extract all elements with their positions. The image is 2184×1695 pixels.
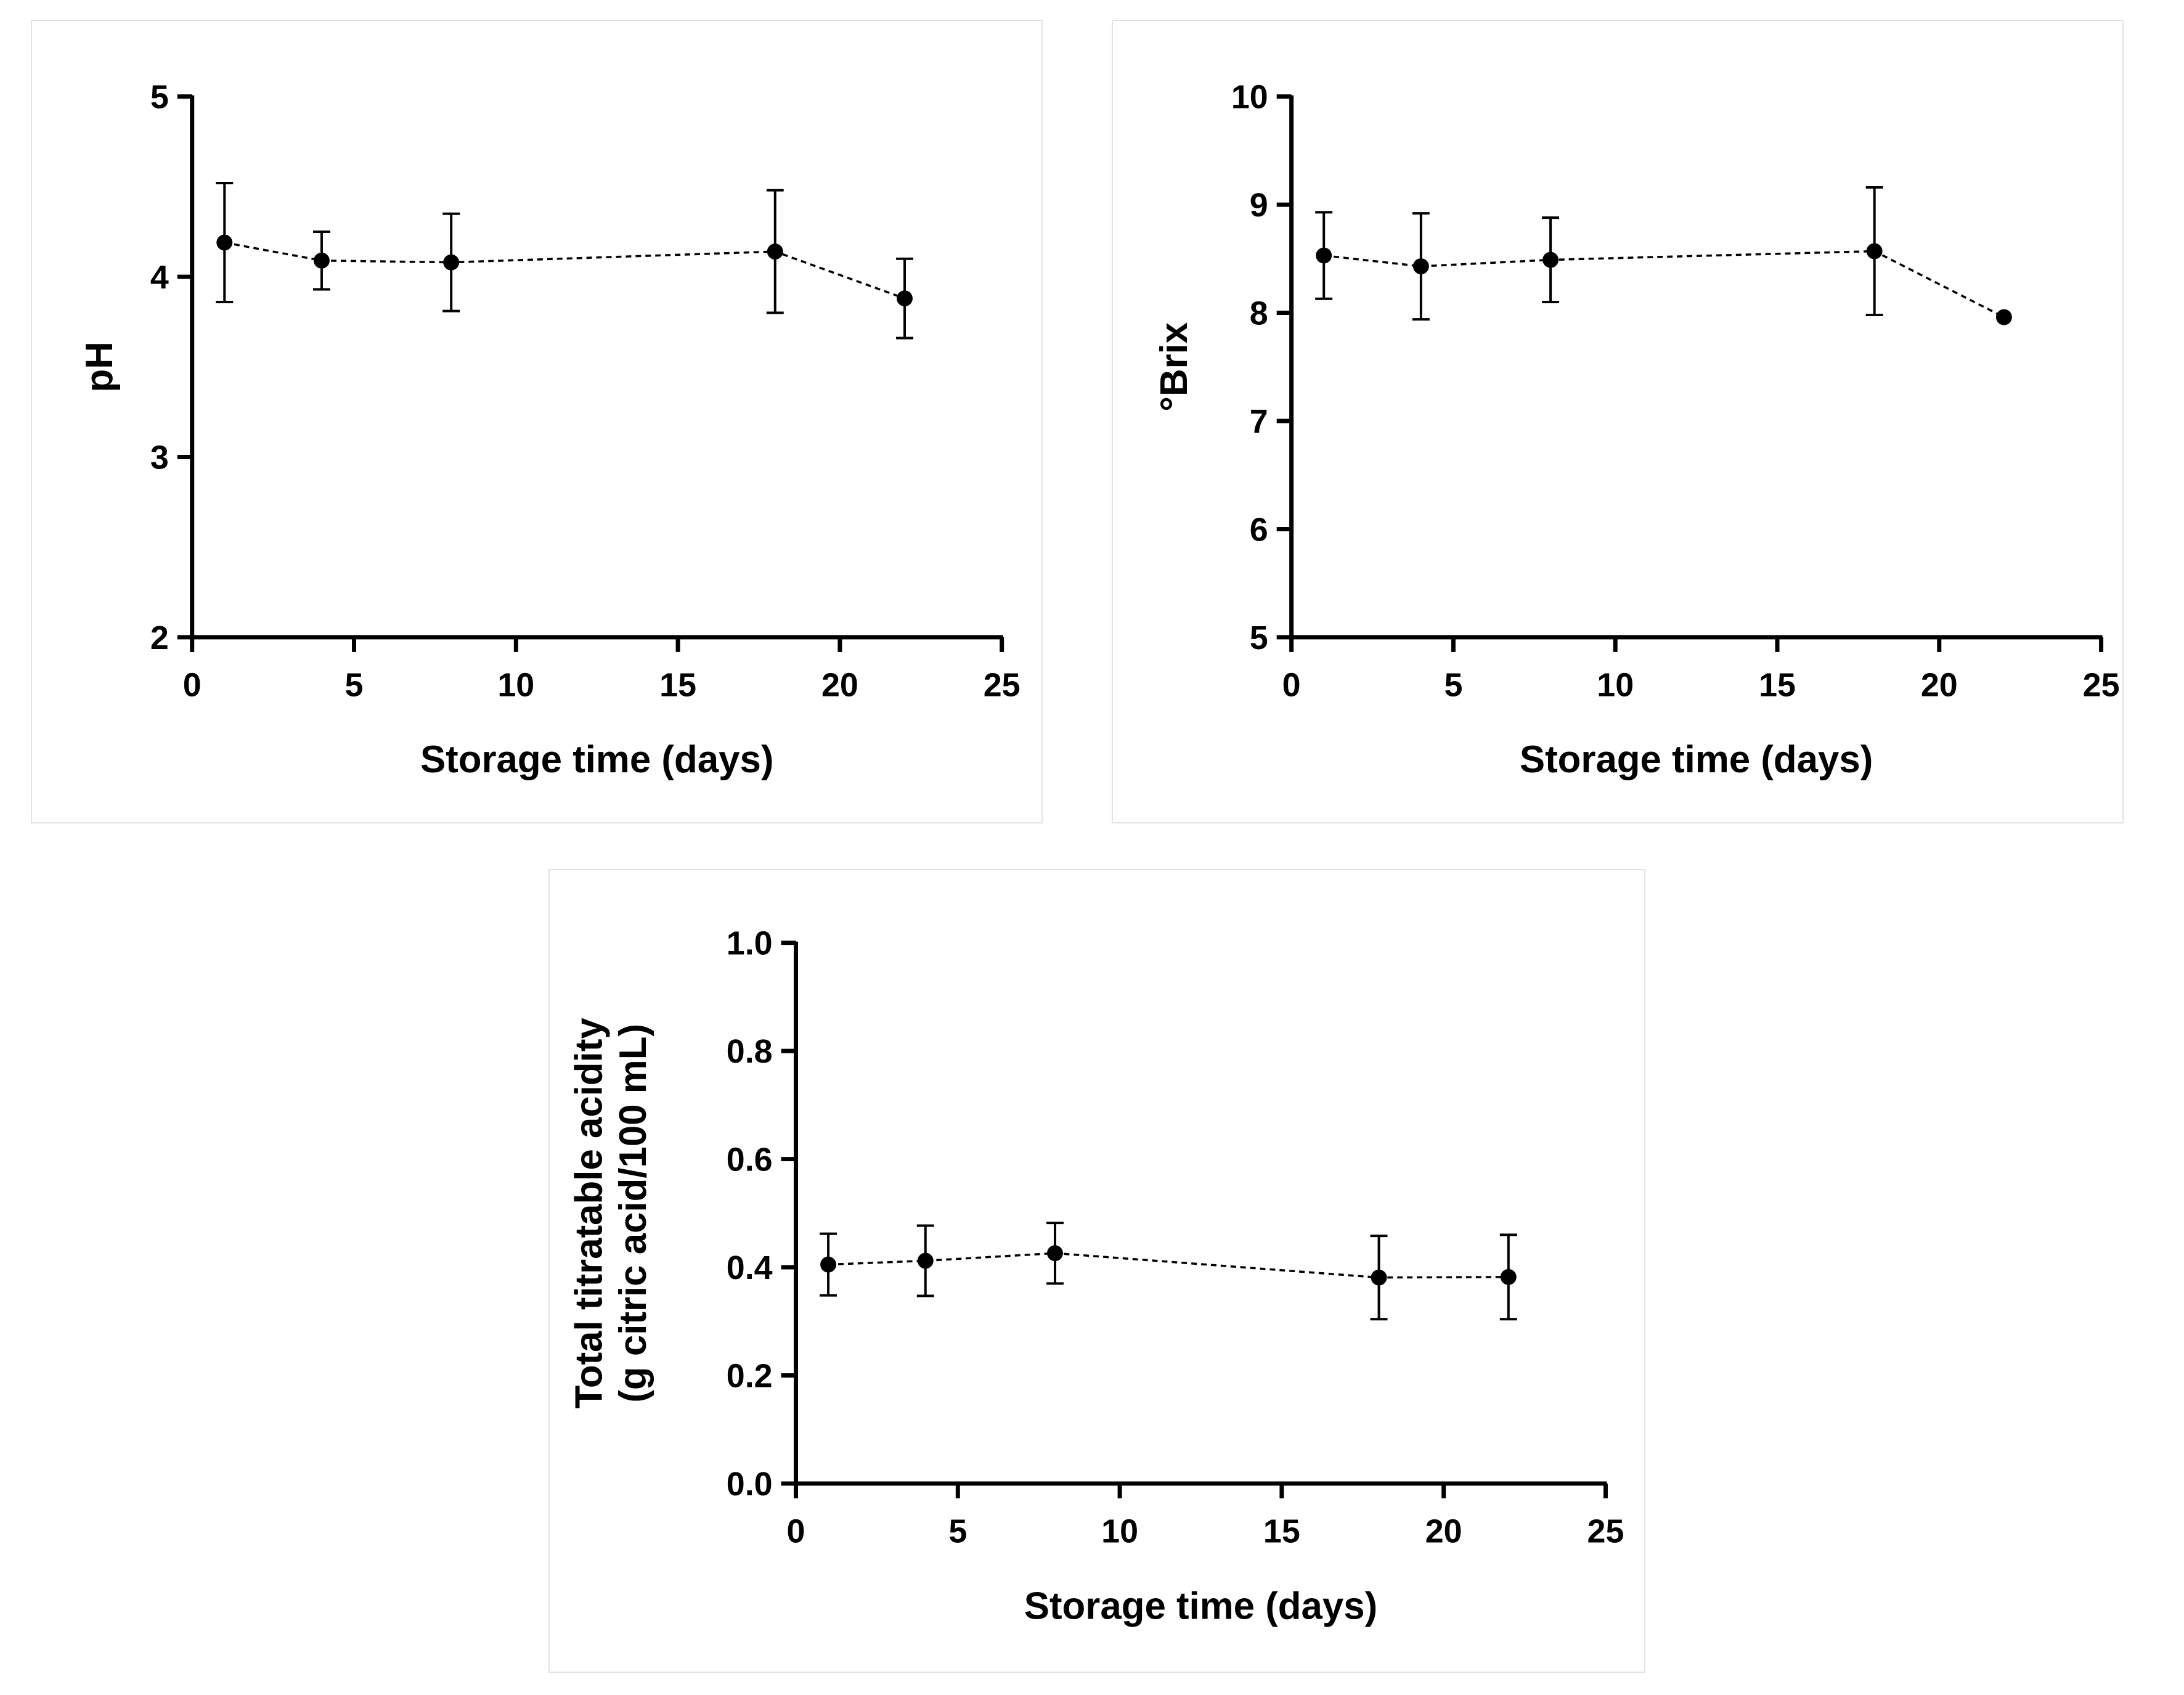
c2-y-tick-label: 0.0: [727, 1466, 773, 1503]
c2-x-tick-label: 15: [1263, 1513, 1300, 1550]
c1-data-point: [1995, 309, 2012, 325]
c2-y-axis-title: Total titratable acidity: [568, 1018, 610, 1409]
brix-chart-panel: 0 5 10 15 20 25 5 6 7 8 9 10 Storage time (days) °Bri…: [1112, 20, 2124, 823]
c2-y-tick-label: 0.2: [727, 1357, 773, 1394]
c0-data-point: [897, 290, 913, 307]
c0-y-tick-label: 2: [150, 619, 169, 656]
c1-y-tick-label: 7: [1250, 403, 1268, 440]
c1-x-tick-label: 20: [1921, 667, 1958, 704]
c2-y-tick-label: 0.8: [727, 1033, 773, 1070]
c0-x-tick-label: 25: [984, 667, 1021, 704]
c1-data-point: [1542, 251, 1559, 268]
c2-y-tick-label: 1.0: [727, 925, 773, 962]
c1-y-tick-label: 9: [1250, 187, 1268, 224]
c1-y-tick-label: 10: [1231, 79, 1268, 116]
c2-x-tick-label: 0: [787, 1513, 805, 1550]
c0-y-tick-label: 3: [150, 439, 169, 476]
c2-data-point: [1500, 1268, 1517, 1285]
c2-x-tick-label: 25: [1587, 1513, 1624, 1550]
c1-x-tick-label: 10: [1597, 667, 1634, 704]
c0-y-tick-label: 5: [150, 79, 169, 116]
tta-chart-panel: 0 5 10 15 20 25 0.0 0.2 0.4 0.6 0.8 1.0 Storage time…: [548, 869, 1645, 1673]
c1-x-tick-label: 15: [1759, 667, 1796, 704]
c0-x-axis-title: Storage time (days): [420, 738, 774, 781]
c0-y-axis-title: pH: [78, 341, 121, 392]
c2-data-point: [917, 1252, 934, 1269]
c1-x-tick-label: 0: [1282, 667, 1301, 704]
c1-y-axis-title: °Brix: [1153, 322, 1196, 412]
c2-y-tick-label: 0.4: [727, 1249, 773, 1286]
tta-chart: 0 5 10 15 20 25 0.0 0.2 0.4 0.6 0.8 1.0 Storage time…: [568, 925, 1624, 1628]
c0-data-point: [443, 254, 460, 271]
c0-data-point: [767, 243, 783, 260]
c2-data-point: [1047, 1245, 1063, 1262]
c2-y-axis-title-line2: (g citric acid/100 mL): [612, 1024, 654, 1403]
c2-x-tick-label: 10: [1101, 1513, 1138, 1550]
c1-y-tick-label: 5: [1250, 619, 1268, 656]
ph-chart-panel: 0 5 10 15 20 25 2 3 4 5 Storage time (days) pH: [31, 20, 1043, 823]
ph-chart: 0 5 10 15 20 25 2 3 4 5 Storage time (days) pH: [78, 79, 1021, 782]
c0-x-tick-label: 5: [345, 667, 364, 704]
c2-x-tick-label: 20: [1425, 1513, 1462, 1550]
c1-y-tick-label: 6: [1250, 511, 1268, 548]
c0-x-tick-label: 20: [821, 667, 858, 704]
c0-data-point: [216, 234, 233, 251]
c1-x-tick-label: 5: [1444, 667, 1462, 704]
c1-y-tick-label: 8: [1250, 295, 1268, 332]
c2-x-tick-label: 5: [948, 1513, 967, 1550]
c2-y-tick-label: 0.6: [727, 1142, 773, 1178]
c1-x-tick-label: 25: [2083, 667, 2120, 704]
c0-y-tick-label: 4: [150, 259, 169, 296]
c0-x-tick-label: 10: [497, 667, 534, 704]
c1-data-point: [1412, 258, 1429, 275]
c1-data-point: [1866, 243, 1883, 259]
c2-x-axis-title: Storage time (days): [1024, 1585, 1378, 1627]
c1-x-axis-title: Storage time (days): [1520, 738, 1873, 781]
c2-data-point: [1371, 1269, 1387, 1286]
c1-data-point: [1316, 247, 1332, 264]
c0-x-tick-label: 15: [659, 667, 696, 704]
c0-data-point: [313, 252, 330, 269]
c2-data-point: [820, 1256, 837, 1273]
c0-x-tick-label: 0: [183, 667, 202, 704]
